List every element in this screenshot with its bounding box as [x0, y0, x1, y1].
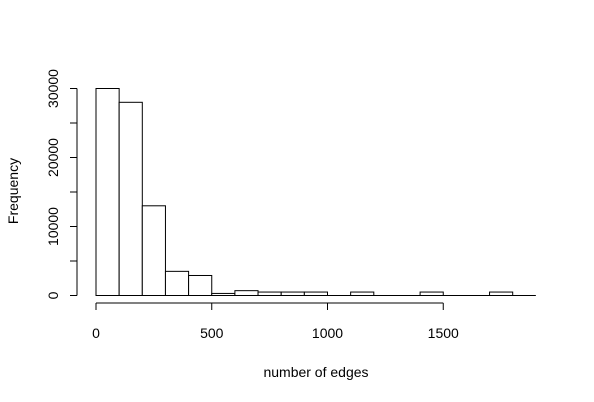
y-tick-label: 0: [45, 291, 61, 299]
histogram-bar: [303, 291, 329, 296]
histogram-bar: [118, 101, 143, 296]
y-tick-label: 20000: [45, 138, 61, 177]
histogram-bar: [234, 290, 259, 297]
histogram-bar: [95, 88, 120, 296]
x-axis: 0 500 1000 1500: [92, 302, 459, 341]
x-axis-label: number of edges: [263, 364, 368, 380]
histogram-bar: [350, 291, 375, 296]
histogram-bar: [419, 291, 444, 296]
x-tick-label: 1500: [428, 325, 459, 341]
histogram-bar: [141, 205, 166, 296]
histogram-bar: [164, 270, 190, 297]
histogram-bars: [95, 88, 536, 297]
histogram-bar: [489, 291, 514, 296]
histogram-bar: [257, 291, 282, 296]
x-tick-label: 1000: [312, 325, 343, 341]
histogram-bar: [280, 291, 305, 296]
y-tick-label: 30000: [45, 69, 61, 108]
y-axis-label: Frequency: [5, 158, 21, 224]
x-tick-label: 0: [92, 325, 100, 341]
histogram-bar: [188, 274, 213, 296]
y-tick-label: 10000: [45, 207, 61, 246]
x-tick-label: 500: [200, 325, 224, 341]
y-axis: 0 10000 20000 30000: [45, 69, 78, 299]
